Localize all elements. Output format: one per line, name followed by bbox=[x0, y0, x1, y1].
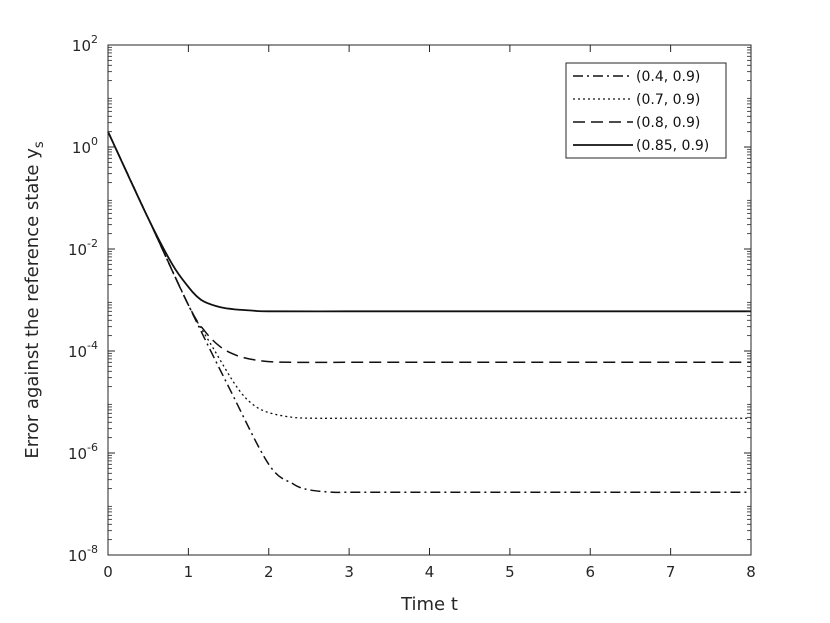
legend-label-1: (0.4, 0.9) bbox=[636, 69, 700, 85]
y-tick-base: 10 bbox=[68, 343, 87, 361]
legend-box bbox=[565, 62, 727, 159]
legend: (0.4, 0.9) (0.7, 0.9) (0.8, 0.9) (0.85, 0.9… bbox=[565, 62, 727, 159]
x-tick-label: 0 bbox=[103, 563, 113, 581]
x-axis-label: Time t bbox=[400, 594, 458, 615]
y-axis-label: Error against the reference state ys bbox=[22, 141, 47, 459]
x-tick-label: 3 bbox=[344, 563, 354, 581]
x-tick-label: 5 bbox=[505, 563, 515, 581]
y-tick-base: 10 bbox=[68, 445, 87, 463]
y-axis-label-main: Error against the reference state y bbox=[22, 148, 43, 459]
y-tick-label: 100 bbox=[72, 135, 98, 157]
y-tick-exponent: 2 bbox=[91, 33, 98, 46]
y-tick-exponent: -8 bbox=[87, 543, 98, 556]
y-tick-label: 102 bbox=[72, 33, 98, 55]
y-tick-exponent: -2 bbox=[87, 237, 98, 250]
y-tick-exponent: -4 bbox=[87, 339, 98, 352]
legend-label-4: (0.85, 0.9) bbox=[636, 138, 709, 154]
x-tick-label: 7 bbox=[666, 563, 676, 581]
y-tick-base: 10 bbox=[72, 139, 91, 157]
y-tick-label: 10-6 bbox=[68, 441, 98, 463]
y-tick-base: 10 bbox=[68, 547, 87, 565]
y-tick-label: 10-4 bbox=[68, 339, 98, 361]
series-layer bbox=[107, 131, 751, 494]
x-tick-label: 4 bbox=[425, 563, 435, 581]
y-tick-label: 10-2 bbox=[68, 237, 98, 259]
legend-label-2: (0.7, 0.9) bbox=[636, 92, 700, 108]
y-tick-base: 10 bbox=[68, 241, 87, 259]
y-tick-base: 10 bbox=[72, 37, 91, 55]
y-tick-label: 10-8 bbox=[68, 543, 98, 565]
series-line-3 bbox=[107, 131, 751, 364]
x-tick-label: 6 bbox=[585, 563, 595, 581]
x-tick-label: 8 bbox=[746, 563, 756, 581]
y-axis-label-subscript: s bbox=[32, 141, 47, 148]
x-tick-label: 1 bbox=[184, 563, 194, 581]
series-line-4 bbox=[107, 131, 751, 313]
legend-label-3: (0.8, 0.9) bbox=[636, 115, 700, 131]
series-line-1 bbox=[107, 131, 751, 494]
y-tick-exponent: 0 bbox=[91, 135, 98, 148]
y-tick-exponent: -6 bbox=[87, 441, 98, 454]
x-tick-label: 2 bbox=[264, 563, 274, 581]
